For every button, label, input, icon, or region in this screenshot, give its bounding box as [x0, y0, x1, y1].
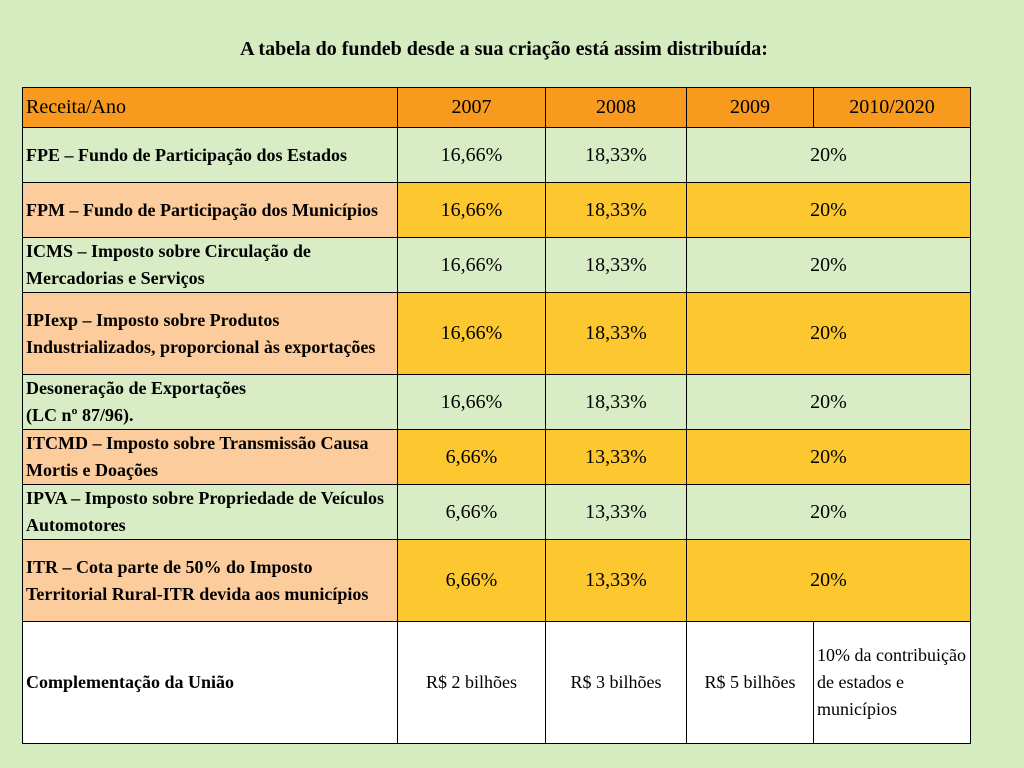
table-cell: 10% da contribuição de estados e municíp…	[813, 621, 971, 744]
table-row: ICMS – Imposto sobre Circulação de Merca…	[22, 237, 971, 293]
table-cell: 20%	[686, 484, 971, 540]
table-cell: 2009	[686, 87, 814, 128]
title: A tabela do fundeb desde a sua criação e…	[240, 38, 768, 60]
table-cell: 16,66%	[397, 237, 546, 293]
table-cell: 20%	[686, 237, 971, 293]
table-cell: IPVA – Imposto sobre Propriedade de Veíc…	[22, 484, 398, 540]
table-cell: Complementação da União	[22, 621, 398, 744]
table-cell: 20%	[686, 374, 971, 430]
table-row: IPVA – Imposto sobre Propriedade de Veíc…	[22, 484, 971, 540]
table-cell: 16,66%	[397, 292, 546, 375]
table-cell: 16,66%	[397, 374, 546, 430]
table-row: ITR – Cota parte de 50% do Imposto Terri…	[22, 539, 971, 622]
table-cell: 20%	[686, 182, 971, 238]
table-cell: 13,33%	[545, 539, 687, 622]
table-row: ITCMD – Imposto sobre Transmissão Causa …	[22, 429, 971, 485]
table-cell: Receita/Ano	[22, 87, 398, 128]
table-cell: 2008	[545, 87, 687, 128]
table-cell: FPM – Fundo de Participação dos Municípi…	[22, 182, 398, 238]
table-cell: 20%	[686, 292, 971, 375]
table-cell: 2010/2020	[813, 87, 971, 128]
table-row: Receita/Ano 2007 2008 2009 2010/2020	[22, 87, 971, 128]
table-row: Complementação da União R$ 2 bilhões R$ 3 …	[22, 621, 971, 744]
table-row: FPE – Fundo de Participação dos Estados 1…	[22, 127, 971, 183]
table-cell: 13,33%	[545, 429, 687, 485]
table-cell: 16,66%	[397, 127, 546, 183]
table-cell: R$ 3 bilhões	[545, 621, 687, 744]
table-cell: R$ 5 bilhões	[686, 621, 814, 744]
table-row: Desoneração de Exportações (LC nº 87/96)…	[22, 374, 971, 430]
table-cell: 18,33%	[545, 292, 687, 375]
table-cell: 18,33%	[545, 374, 687, 430]
table-cell: 2007	[397, 87, 546, 128]
table-row: IPIexp – Imposto sobre Produtos Industri…	[22, 292, 971, 375]
table-cell: 18,33%	[545, 182, 687, 238]
table-cell: FPE – Fundo de Participação dos Estados	[22, 127, 398, 183]
table-cell: 13,33%	[545, 484, 687, 540]
table-cell: 20%	[686, 127, 971, 183]
table-row: FPM – Fundo de Participação dos Municípi…	[22, 182, 971, 238]
table-cell: Desoneração de Exportações (LC nº 87/96)…	[22, 374, 398, 430]
table-cell: 6,66%	[397, 539, 546, 622]
table-cell: 16,66%	[397, 182, 546, 238]
table-cell: 6,66%	[397, 484, 546, 540]
table-cell: ITR – Cota parte de 50% do Imposto Terri…	[22, 539, 398, 622]
table-cell: IPIexp – Imposto sobre Produtos Industri…	[22, 292, 398, 375]
table-cell: ITCMD – Imposto sobre Transmissão Causa …	[22, 429, 398, 485]
table-cell: 18,33%	[545, 127, 687, 183]
table-cell: 18,33%	[545, 237, 687, 293]
table-cell: 20%	[686, 429, 971, 485]
table-cell: 20%	[686, 539, 971, 622]
table-cell: ICMS – Imposto sobre Circulação de Merca…	[22, 237, 398, 293]
table: Receita/Ano 2007 2008 2009 2010/2020 FPE – Fu…	[22, 87, 971, 744]
table-cell: R$ 2 bilhões	[397, 621, 546, 744]
table-cell: 6,66%	[397, 429, 546, 485]
